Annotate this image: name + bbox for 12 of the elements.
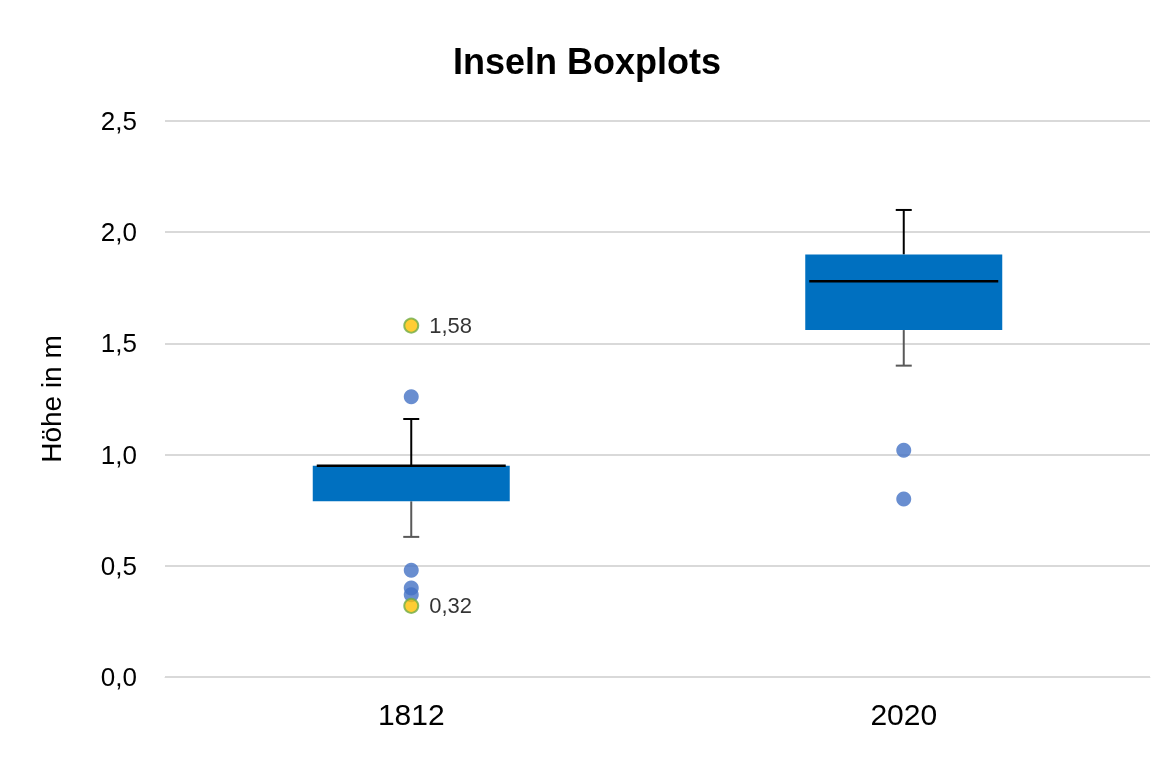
y-tick-label: 2,5 bbox=[100, 106, 137, 136]
data-label: 0,32 bbox=[429, 593, 473, 619]
y-tick-label: 1,0 bbox=[100, 439, 137, 470]
data-label: 1,58 bbox=[429, 313, 473, 339]
y-axis-title: Höhe in m bbox=[35, 335, 67, 463]
x-tick-label: 1812 bbox=[377, 697, 445, 731]
chart-title: Inseln Boxplots bbox=[452, 40, 722, 82]
y-tick-label: 2,0 bbox=[100, 217, 137, 248]
x-tick-label: 2020 bbox=[870, 697, 938, 731]
y-tick-label: 0,5 bbox=[100, 550, 137, 581]
y-tick-label: 1,5 bbox=[100, 328, 137, 359]
y-tick-label: 0,0 bbox=[100, 662, 137, 692]
